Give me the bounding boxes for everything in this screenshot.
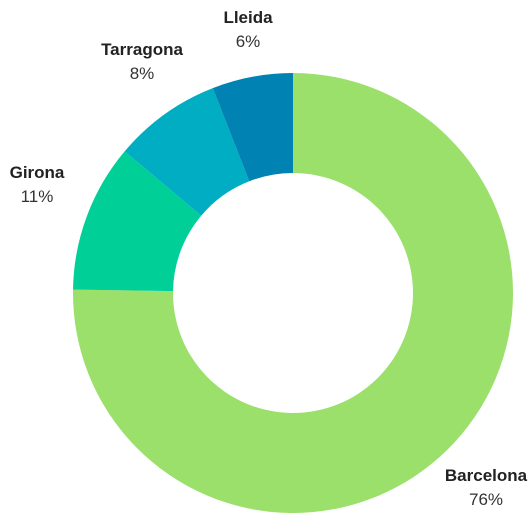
slice-value-lleida: 6% <box>236 32 261 51</box>
slice-label-tarragona: Tarragona <box>101 40 183 59</box>
slice-value-girona: 11% <box>21 187 54 206</box>
slice-girona <box>73 151 202 292</box>
slice-tarragona <box>124 88 250 216</box>
slice-lleida <box>212 73 293 182</box>
slice-value-tarragona: 8% <box>130 64 155 83</box>
slice-label-barcelona: Barcelona <box>445 466 528 485</box>
slice-value-barcelona: 76% <box>469 490 503 509</box>
slice-label-lleida: Lleida <box>223 8 273 27</box>
slice-barcelona <box>73 73 514 513</box>
slice-labels: Barcelona 76% Girona 11% Tarragona 8% Lleida 6% <box>10 8 528 509</box>
donut-slices <box>73 73 514 513</box>
slice-label-girona: Girona <box>10 163 65 182</box>
